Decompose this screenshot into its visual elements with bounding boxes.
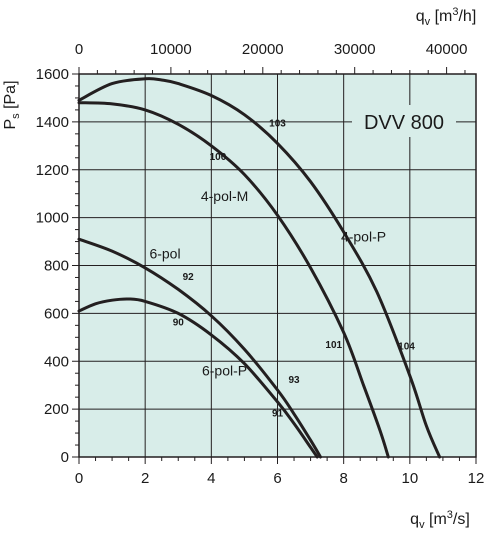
y-axis-label: Ps [Pa] (2, 80, 22, 129)
y-tick-label: 600 (44, 305, 69, 322)
x2-tick-label: 40000 (426, 41, 468, 58)
annotation-label: 103 (269, 119, 286, 130)
y-tick-label: 1000 (36, 210, 69, 227)
y-tick-label: 800 (44, 258, 69, 275)
curve-6-pol-p (77, 297, 319, 459)
y-tick-label: 0 (61, 449, 69, 466)
title-box (352, 105, 456, 137)
curve-4-pol-m (77, 101, 390, 459)
x2-axis-label: qv [m3/h] (416, 6, 477, 28)
y-tick-label: 1200 (36, 162, 69, 179)
curve-6-pol (77, 237, 322, 459)
curve-label-6-pol: 6-pol (149, 245, 180, 261)
x-axis-label: qv [m3/s] (410, 509, 470, 531)
x-tick-label: 4 (207, 470, 215, 487)
axis-ticks: 0 2 4 6 8 10 12 0 200 400 600 800 1000 1200 1400 1600 0 1… (36, 41, 485, 487)
x-tick-label: 2 (141, 470, 149, 487)
y-tick-label: 400 (44, 353, 69, 370)
x2-tick-label: 10000 (150, 41, 192, 58)
annotation-label: 104 (398, 341, 415, 352)
x-tick-label: 10 (401, 470, 418, 487)
y-tick-label: 1400 (36, 114, 69, 131)
annotation-label: 93 (288, 375, 300, 386)
x-tick-label: 6 (273, 470, 281, 487)
annotation-label: 91 (272, 408, 284, 419)
curve-label-6-pol-p: 6-pol-P (202, 363, 247, 379)
y-tick-label: 200 (44, 401, 69, 418)
curve-label-4-pol-m: 4-pol-M (201, 188, 248, 204)
curves (77, 77, 442, 459)
x-tick-label: 0 (75, 470, 83, 487)
x2-tick-label: 20000 (242, 41, 284, 58)
x2-tick-label: 0 (75, 41, 83, 58)
annotation-label: 92 (183, 272, 195, 283)
curve-label-4-pol-p: 4-pol-P (341, 229, 386, 245)
x2-tick-label: 30000 (334, 41, 376, 58)
x-tick-label: 8 (339, 470, 347, 487)
annotation-label: 100 (210, 152, 227, 163)
curve-4-pol-p (77, 77, 442, 459)
y-tick-label: 1600 (36, 66, 69, 83)
x-tick-label: 12 (468, 470, 485, 487)
chart-title: DVV 800 (364, 112, 444, 134)
annotation-label: 101 (325, 340, 342, 351)
annotation-label: 90 (173, 317, 185, 328)
